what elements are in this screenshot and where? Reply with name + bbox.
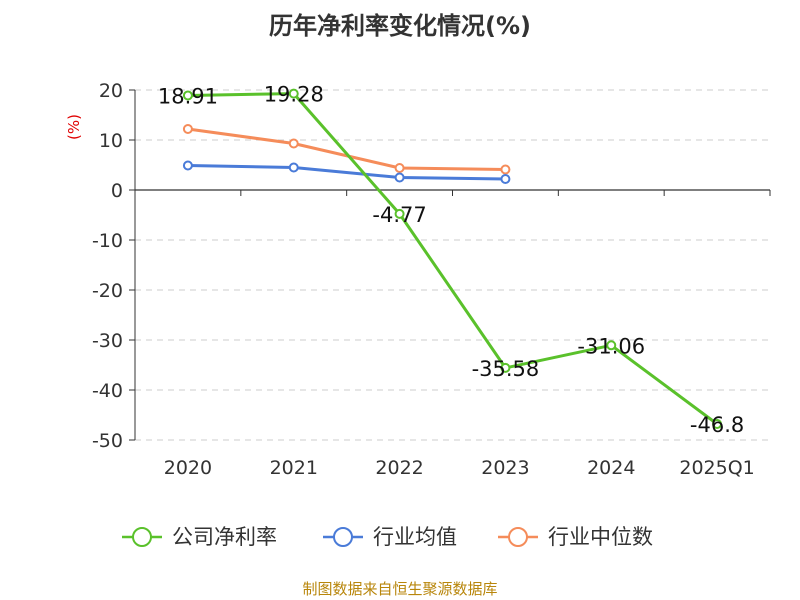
source-note: 制图数据来自恒生聚源数据库	[302, 580, 497, 598]
data-point	[182, 160, 193, 171]
x-tick-labels: 2020 2021 2022 2023 2024 2025Q1	[164, 457, 755, 479]
data-point	[606, 340, 617, 351]
legend-label: 行业均值	[373, 525, 457, 549]
y-tick-labels: 20 10 0 -10 -20 -30 -40 -50	[92, 80, 123, 452]
y-tick-label: -30	[92, 330, 123, 352]
grid-lines	[135, 89, 770, 441]
data-label: -31.06	[577, 334, 645, 358]
data-point	[288, 88, 299, 99]
x-tick-label: 2025Q1	[679, 457, 754, 479]
series-line	[187, 127, 506, 171]
y-tick-label: 0	[111, 180, 123, 202]
data-point	[394, 172, 405, 183]
x-tick-label: 2023	[481, 457, 529, 479]
data-point	[394, 208, 405, 219]
x-tick-label: 2020	[164, 457, 212, 479]
data-point	[712, 419, 723, 429]
y-tick-label: -40	[92, 380, 123, 402]
chart-title: 历年净利率变化情况(%)	[269, 12, 531, 40]
x-tick-label: 2024	[587, 457, 635, 479]
data-point	[500, 174, 511, 184]
y-tick-label: 10	[99, 130, 123, 152]
data-label: -35.58	[472, 357, 540, 381]
y-tick-label: -20	[92, 280, 123, 302]
series-line	[187, 164, 506, 181]
legend: 公司净利率 行业均值 行业中位数	[122, 525, 653, 549]
series-lines	[182, 88, 723, 429]
y-tick-label: -10	[92, 230, 123, 252]
data-label: -46.8	[690, 413, 744, 437]
x-tick-label: 2022	[375, 457, 423, 479]
legend-item[interactable]: 行业中位数	[498, 525, 653, 549]
data-label: 19.28	[264, 83, 324, 107]
data-point	[288, 138, 299, 149]
data-point	[500, 164, 511, 175]
y-axis-label: (%)	[65, 114, 83, 140]
data-labels: 18.91 19.28 -4.77 -35.58 -31.06 -46.8	[158, 83, 744, 437]
legend-marker	[132, 527, 152, 547]
axes	[129, 89, 771, 441]
data-point	[182, 124, 193, 134]
data-point	[182, 90, 193, 101]
data-label: 18.91	[158, 84, 218, 108]
data-label: -4.77	[372, 203, 426, 227]
legend-item[interactable]: 公司净利率	[122, 525, 277, 549]
y-tick-label: -50	[92, 430, 123, 452]
legend-marker	[333, 527, 353, 547]
legend-label: 公司净利率	[172, 525, 277, 549]
data-point	[500, 362, 511, 373]
legend-label: 行业中位数	[548, 525, 653, 549]
legend-marker	[508, 527, 528, 547]
y-tick-label: 20	[99, 80, 123, 102]
x-tick-label: 2021	[270, 457, 318, 479]
data-point	[394, 163, 405, 173]
data-point	[288, 162, 299, 173]
legend-item[interactable]: 行业均值	[323, 525, 457, 549]
series-line	[187, 92, 718, 426]
